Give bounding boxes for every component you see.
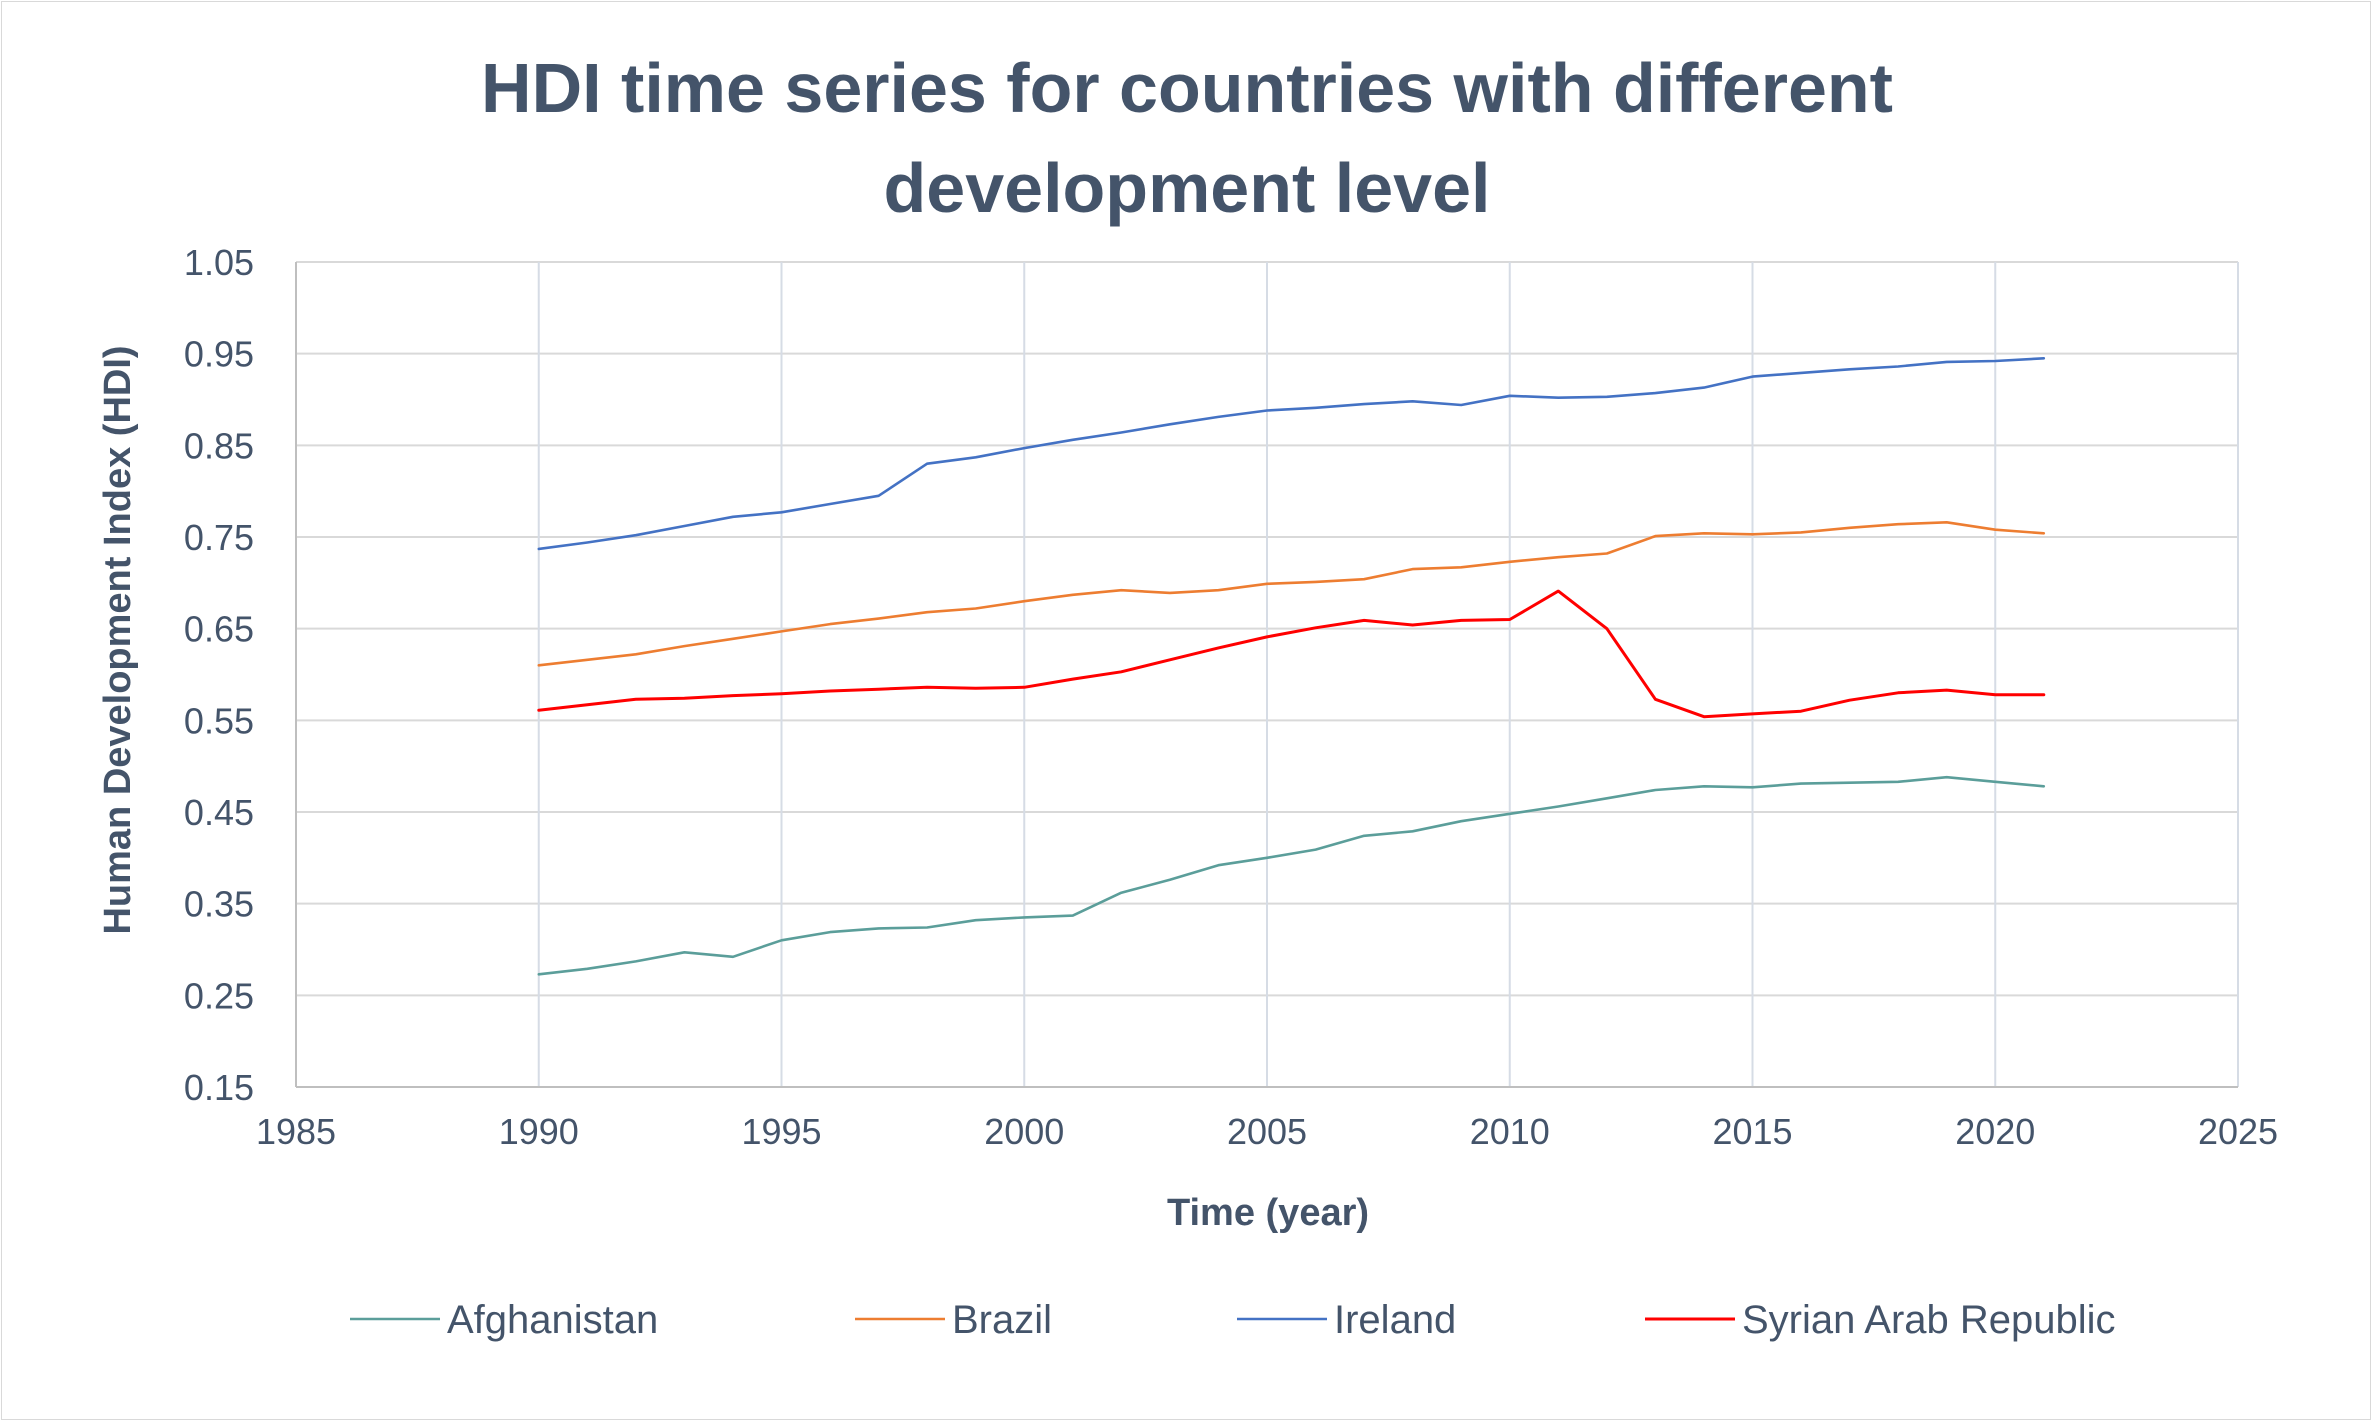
series-line-syrian-arab-republic [537, 589, 2046, 719]
y-tick-label: 0.35 [184, 884, 254, 925]
plot-area [295, 262, 2238, 1088]
x-tick-label: 2000 [984, 1111, 1064, 1152]
x-axis-ticks: 1985 1990 1995 2000 2005 2010 2015 2020 2025 [256, 1111, 2278, 1152]
legend-label: Ireland [1334, 1298, 1456, 1342]
series-line-ireland [537, 356, 2046, 551]
legend-item-syrian-arab-republic: Syrian Arab Republic [1645, 1298, 2116, 1342]
legend-label: Afghanistan [447, 1298, 658, 1342]
y-tick-label: 0.65 [184, 609, 254, 650]
x-axis-title: Time (year) [1167, 1192, 1369, 1234]
x-tick-label: 2025 [2198, 1111, 2278, 1152]
legend-item-ireland: Ireland [1237, 1298, 1456, 1342]
series-lines [537, 356, 2046, 976]
legend-item-brazil: Brazil [855, 1298, 1052, 1342]
legend-label: Syrian Arab Republic [1742, 1298, 2116, 1342]
chart-title-line-1: HDI time series for countries with diffe… [481, 49, 1893, 127]
chart-title-line-2: development level [884, 149, 1491, 227]
x-tick-label: 2010 [1470, 1111, 1550, 1152]
y-tick-label: 0.45 [184, 792, 254, 833]
x-tick-label: 2015 [1712, 1111, 1792, 1152]
legend-item-afghanistan: Afghanistan [350, 1298, 658, 1342]
y-axis-title: Human Development Index (HDI) [97, 345, 139, 934]
legend-label: Brazil [952, 1298, 1052, 1342]
x-tick-label: 1990 [499, 1111, 579, 1152]
y-tick-label: 0.15 [184, 1067, 254, 1108]
series-line-brazil [537, 520, 2046, 667]
y-tick-label: 0.95 [184, 334, 254, 375]
y-axis-ticks: 0.15 0.25 0.35 0.45 0.55 0.65 0.75 0.85 0.95 1.05 [184, 242, 254, 1108]
y-tick-label: 0.55 [184, 700, 254, 741]
legend: Afghanistan Brazil Ireland Syrian Arab Repu… [350, 1298, 2116, 1342]
y-tick-label: 1.05 [184, 242, 254, 283]
x-tick-label: 1995 [741, 1111, 821, 1152]
gridlines [295, 261, 2239, 1088]
x-tick-label: 2020 [1955, 1111, 2035, 1152]
x-tick-label: 2005 [1227, 1111, 1307, 1152]
chart-title: HDI time series for countries with diffe… [481, 49, 1893, 227]
y-tick-label: 0.85 [184, 425, 254, 466]
series-line-afghanistan [537, 775, 2046, 976]
y-tick-label: 0.25 [184, 975, 254, 1016]
x-tick-label: 1985 [256, 1111, 336, 1152]
y-tick-label: 0.75 [184, 517, 254, 558]
